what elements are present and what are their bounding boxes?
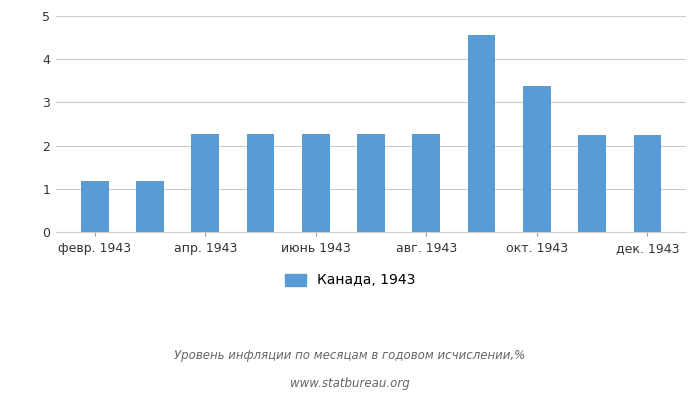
Text: www.statbureau.org: www.statbureau.org [290, 378, 410, 390]
Bar [578, 135, 606, 232]
Bar [412, 134, 440, 232]
Bar [81, 180, 108, 232]
Bar [523, 86, 551, 232]
Bar [634, 135, 661, 232]
Bar [191, 134, 219, 232]
Bar [468, 36, 496, 232]
Legend: Канада, 1943: Канада, 1943 [279, 268, 421, 293]
Bar [357, 134, 385, 232]
Bar [302, 134, 330, 232]
Bar [246, 134, 274, 232]
Bar [136, 180, 164, 232]
Text: Уровень инфляции по месяцам в годовом исчислении,%: Уровень инфляции по месяцам в годовом ис… [174, 350, 526, 362]
